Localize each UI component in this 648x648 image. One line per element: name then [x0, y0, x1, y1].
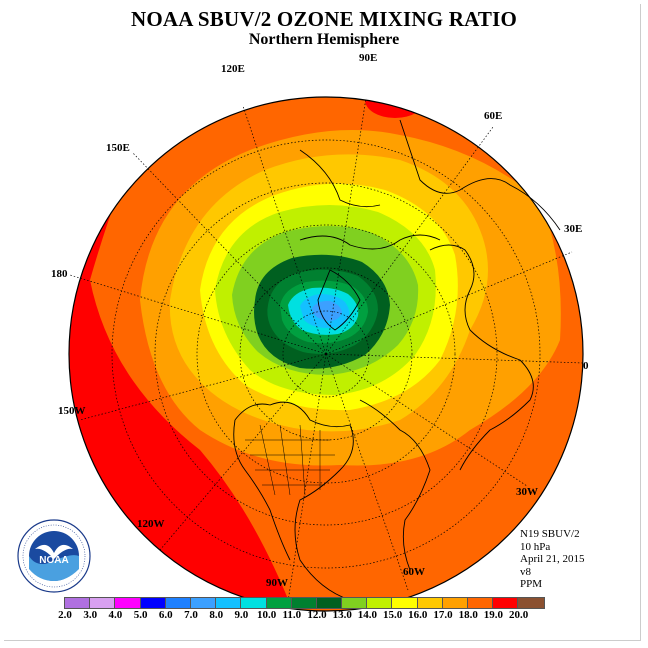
coastline-east-asia: [299, 149, 381, 208]
colorbar-swatch: [190, 598, 217, 608]
colorbar-tick-labels: 2.0 3.0 4.0 5.0 6.0 7.0 8.0 9.0 10.0 11.0 12.0 13.0…: [0, 609, 648, 623]
lon-label-120e: 120E: [221, 63, 245, 75]
meridian-30e: [325, 251, 573, 355]
lon-label-30e: 30E: [564, 223, 583, 235]
colorbar-swatch: [90, 598, 116, 608]
meridian-90w: [286, 353, 327, 609]
logo-text: NOAA: [39, 555, 68, 566]
lon-label-90w: 90W: [266, 577, 288, 589]
coastline-north-america: [234, 401, 354, 601]
latitude-grid: [111, 139, 541, 569]
colorbar-tick: 7.0: [184, 609, 198, 621]
pressure-level-label: 10 hPa: [520, 540, 551, 553]
units-label: PPM: [520, 578, 543, 590]
colorbar-tick: 16.0: [408, 609, 428, 621]
coastline-americas-west: [233, 419, 291, 561]
map-subtitle: Northern Hemisphere: [248, 31, 400, 48]
colorbar-tick: 12.0: [307, 609, 327, 621]
lat-circle: [239, 267, 413, 441]
colorbar-tick: 15.0: [382, 609, 403, 621]
coastline-europe-africa: [429, 244, 534, 471]
satellite-label: N19 SBUV/2: [520, 528, 580, 540]
version-label: v8: [520, 565, 531, 578]
lon-label-150e: 150E: [106, 142, 130, 154]
lat-circle: [111, 139, 541, 569]
coastline-greenland: [317, 269, 361, 331]
colorbar-swatch: [115, 598, 141, 608]
meridian-180: [69, 274, 327, 355]
lat-circle: [154, 182, 498, 526]
colorbar-swatch: [241, 598, 267, 608]
colorbar-swatch: [342, 598, 368, 608]
lon-label-30w: 30W: [516, 486, 538, 498]
band-19-asia: [365, 97, 425, 118]
longitude-grid: [69, 97, 584, 609]
meridian-120e: [242, 105, 327, 355]
date-label: April 21, 2015: [520, 553, 585, 565]
coastline-south-america: [359, 399, 431, 571]
meridian-60e: [325, 126, 494, 355]
state-lines-vertical: [259, 424, 321, 496]
lat-circle: [282, 310, 370, 398]
lon-label-180: 180: [51, 268, 68, 280]
state-lines-horizontal: [245, 439, 335, 486]
colorbar-tick: 2.0: [58, 609, 72, 621]
data-info: N19 SBUV/2 10 hPa April 21, 2015 v8 PPM: [520, 528, 584, 591]
colorbar-swatch: [493, 598, 519, 608]
colorbar-tick: 9.0: [234, 609, 249, 621]
lon-label-60w: 60W: [403, 566, 425, 578]
colorbar-tick: 11.0: [282, 609, 302, 621]
colorbar-swatch: [65, 598, 91, 608]
meridian-0: [325, 353, 584, 364]
lon-label-0: 0: [583, 360, 589, 372]
colorbar-swatch: [165, 598, 191, 608]
lon-label-150w: 150W: [58, 405, 86, 417]
colorbar-tick: 18.0: [458, 609, 478, 621]
us-state-lines: [245, 424, 335, 496]
lon-label-120w: 120W: [137, 518, 165, 530]
noaa-logo: NOAA: [17, 519, 91, 593]
colorbar-swatch: [316, 598, 343, 608]
colorbar-tick: 20.0: [508, 609, 529, 621]
colorbar-swatch: [468, 598, 494, 608]
colorbar-tick: 17.0: [433, 609, 453, 621]
figure-frame: [4, 4, 641, 641]
meridian-120w: [159, 353, 327, 551]
lon-label-60e: 60E: [484, 110, 503, 122]
map-title: NOAA SBUV/2 OZONE MIXING RATIO: [131, 7, 517, 31]
colorbar-tick: 13.0: [332, 609, 352, 621]
colorbar-tick: 10.0: [256, 609, 277, 621]
meridian-150e: [131, 151, 327, 355]
colorbar-swatch: [417, 598, 443, 608]
colorbar-tick: 4.0: [108, 609, 123, 621]
colorbar-tick: 14.0: [357, 609, 378, 621]
hemisphere-border: [68, 96, 584, 612]
meridian-30w: [325, 353, 528, 487]
colorbar-tick: 6.0: [158, 609, 173, 621]
colorbar-swatch: [442, 598, 468, 608]
colorbar-swatch: [140, 598, 166, 608]
coastline-siberia: [299, 234, 441, 250]
meridian-90e: [325, 97, 367, 355]
ozone-field: [69, 97, 583, 611]
colorbar-swatch: [291, 598, 317, 608]
colorbar-tick: 19.0: [483, 609, 504, 621]
coastlines: [233, 119, 561, 601]
lon-label-90e: 90E: [359, 52, 378, 64]
colorbar-tick: 5.0: [133, 609, 148, 621]
colorbar-tick: 3.0: [83, 609, 98, 621]
colorbar-swatch: [518, 598, 544, 608]
colorbar-tick: 8.0: [209, 609, 224, 621]
colorbar-swatch: [392, 598, 418, 608]
lat-circle: [196, 224, 456, 484]
meridian-150w: [79, 353, 327, 421]
colorbar-swatch: [266, 598, 292, 608]
colorbar-swatch: [216, 598, 242, 608]
ozone-colorbar: [64, 597, 545, 609]
colorbar-swatch: [367, 598, 393, 608]
